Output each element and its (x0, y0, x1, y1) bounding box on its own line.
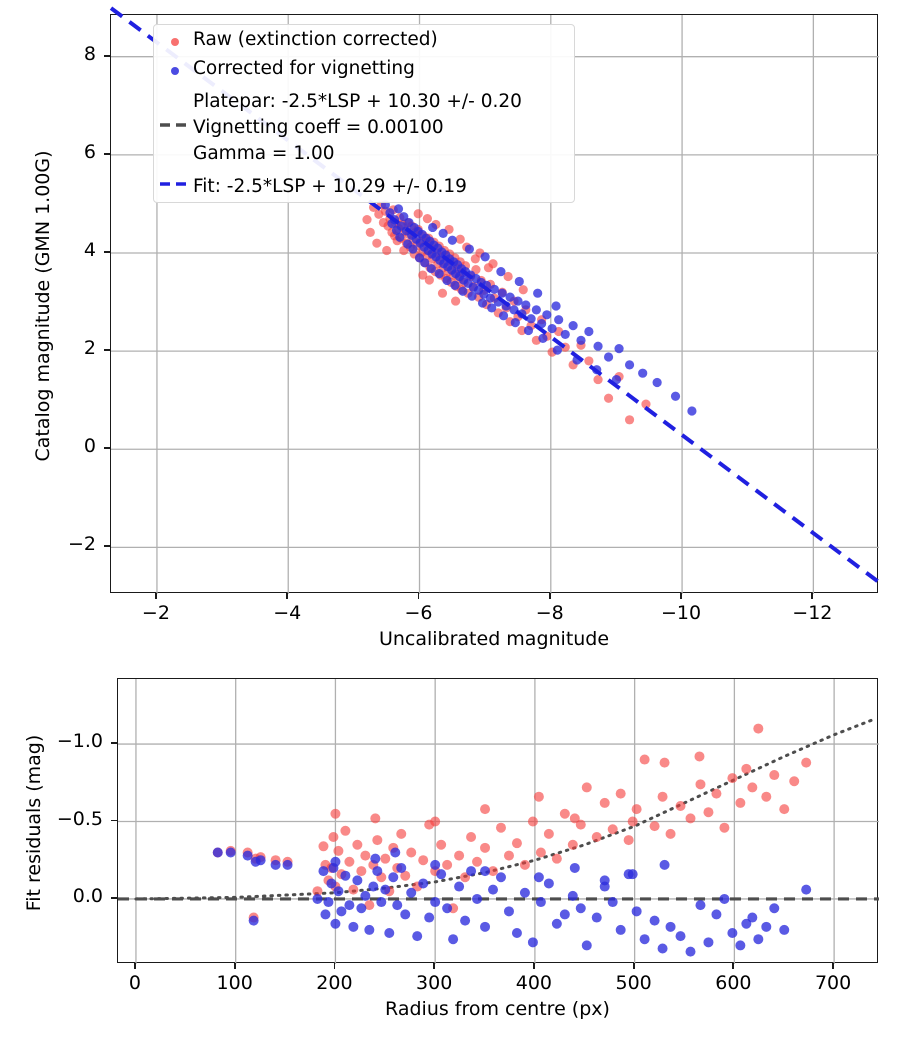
y-tickmark (104, 54, 110, 57)
x-tickmark (811, 593, 814, 599)
x-tickmark (134, 963, 136, 969)
y-tickmark (104, 349, 110, 351)
legend-label-fit: Fit: -2.5*LSP + 10.29 +/- 0.19 (193, 176, 467, 197)
x-tick-label: 700 (814, 972, 852, 994)
calibration-plot-svg (109, 6, 881, 594)
x-tick-label: 0 (128, 972, 141, 994)
legend-box (153, 24, 575, 203)
ax1-x-axis-label: Uncalibrated magnitude (378, 628, 610, 650)
x-tick-label: −2 (141, 602, 170, 624)
y-tick-label: −1.0 (56, 730, 103, 753)
y-tick-label: −0.5 (56, 807, 103, 830)
x-tickmark (632, 963, 635, 969)
x-tickmark (832, 963, 834, 969)
y-tickmark (111, 742, 117, 744)
series-corrected (380, 200, 697, 416)
x-tickmark (533, 963, 535, 969)
x-tick-label: −10 (661, 602, 702, 624)
y-tick-label: 0 (83, 435, 96, 458)
legend-marker-corrected-circle-icon (171, 67, 179, 75)
x-tickmark (732, 963, 735, 969)
fit-residuals-axes (117, 678, 879, 964)
x-tickmark (286, 593, 289, 599)
x-tickmark (233, 963, 236, 969)
legend-label-gamma: Gamma = 1.00 (193, 143, 335, 164)
y-tickmark (104, 152, 110, 155)
x-tick-label: 500 (615, 972, 652, 994)
legend-label-corrected: Corrected for vignetting (193, 58, 415, 79)
x-tick-label: −4 (273, 602, 302, 624)
legend-marker-raw-circle-icon (171, 38, 179, 46)
y-tickmark (111, 819, 117, 822)
series-corrected (212, 847, 812, 957)
y-tick-label: 6 (83, 140, 96, 163)
x-tick-label: −6 (404, 602, 433, 624)
x-tick-label: 100 (216, 972, 253, 994)
x-tickmark (333, 963, 336, 969)
residuals-plot-svg (118, 679, 879, 964)
legend-marker-fit-dashed-icon (160, 182, 192, 186)
x-tick-label: −12 (792, 602, 833, 624)
series-raw (212, 723, 812, 923)
y-tick-label: 8 (83, 42, 96, 65)
y-tick-label: 0.0 (72, 884, 103, 907)
x-tickmark (155, 593, 157, 599)
legend-label-raw: Raw (extinction corrected) (193, 29, 438, 50)
y-tickmark (104, 447, 110, 450)
x-tickmark (548, 593, 551, 599)
x-tickmark (417, 593, 420, 599)
y-tickmark (104, 545, 110, 548)
x-tick-label: 600 (715, 972, 752, 994)
y-tick-label: 2 (83, 337, 96, 360)
x-tickmark (433, 963, 436, 969)
y-tickmark (111, 897, 117, 899)
x-tick-label: −8 (535, 602, 564, 624)
x-tickmark (680, 593, 682, 599)
ax1-y-axis-label: Catalog magnitude (GMN 1.00G) (32, 150, 54, 462)
y-tick-label: −2 (67, 533, 96, 556)
y-tick-label: 4 (83, 238, 96, 261)
legend-marker-vignetting-dashed-icon (160, 123, 192, 127)
ax2-x-axis-label: Radius from centre (px) (385, 998, 610, 1020)
x-tick-label: 200 (316, 972, 353, 994)
legend-label-platepar: Platepar: -2.5*LSP + 10.30 +/- 0.20 (193, 91, 522, 112)
x-tick-label: 400 (515, 972, 553, 994)
legend-label-vignetting-coeff: Vignetting coeff = 0.00100 (193, 117, 444, 138)
x-tick-label: 300 (416, 972, 453, 994)
y-tickmark (104, 251, 110, 253)
